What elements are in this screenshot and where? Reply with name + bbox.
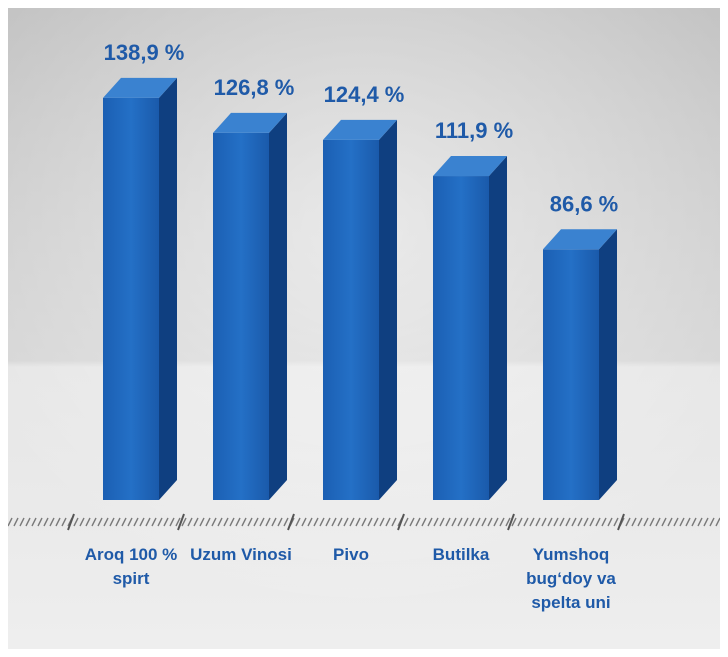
bar-top bbox=[433, 156, 507, 177]
bar-top bbox=[213, 112, 287, 133]
bar-1 bbox=[103, 77, 177, 501]
bar-side bbox=[489, 156, 507, 500]
bar-top bbox=[543, 229, 617, 250]
category-label: Aroq 100 % spirt bbox=[85, 545, 178, 588]
value-label: 126,8 % bbox=[214, 75, 295, 100]
x-axis bbox=[8, 513, 720, 531]
bar-4 bbox=[433, 156, 507, 500]
bar-front bbox=[103, 97, 159, 501]
bar-3 bbox=[323, 119, 397, 500]
x-tick bbox=[177, 513, 185, 531]
x-axis-hatch bbox=[8, 517, 720, 527]
bar-front bbox=[213, 132, 269, 500]
x-tick bbox=[287, 513, 295, 531]
bar-chart: 138,9 % Aroq 100 % spirt 126,8 % Uzum Vinosi… bbox=[8, 8, 720, 649]
labels: 138,9 % Aroq 100 % spirt 126,8 % Uzum Vinosi… bbox=[85, 40, 619, 612]
value-label: 111,9 % bbox=[435, 118, 513, 143]
bar-top bbox=[323, 119, 397, 140]
bar-5 bbox=[543, 229, 617, 500]
bar-side bbox=[159, 77, 177, 501]
x-tick bbox=[397, 513, 405, 531]
bar-front bbox=[323, 139, 379, 500]
value-label: 86,6 % bbox=[550, 191, 619, 216]
bar-side bbox=[269, 112, 287, 500]
category-label: Pivo bbox=[333, 545, 369, 564]
bar-2 bbox=[213, 112, 287, 500]
value-label: 138,9 % bbox=[104, 40, 185, 65]
value-label: 124,4 % bbox=[324, 82, 405, 107]
bar-front bbox=[433, 176, 489, 500]
category-label: Yumshoq bug‘doy va spelta uni bbox=[526, 545, 616, 612]
x-tick bbox=[617, 513, 625, 531]
x-tick bbox=[67, 513, 75, 531]
bar-side bbox=[599, 229, 617, 500]
bar-front bbox=[543, 249, 599, 500]
chart: 138,9 % Aroq 100 % spirt 126,8 % Uzum Vinosi… bbox=[8, 8, 720, 649]
category-label: Uzum Vinosi bbox=[190, 545, 292, 564]
bars bbox=[103, 77, 617, 501]
bar-side bbox=[379, 119, 397, 500]
bar-top bbox=[103, 77, 177, 98]
x-tick bbox=[507, 513, 515, 531]
category-label: Butilka bbox=[433, 545, 490, 564]
